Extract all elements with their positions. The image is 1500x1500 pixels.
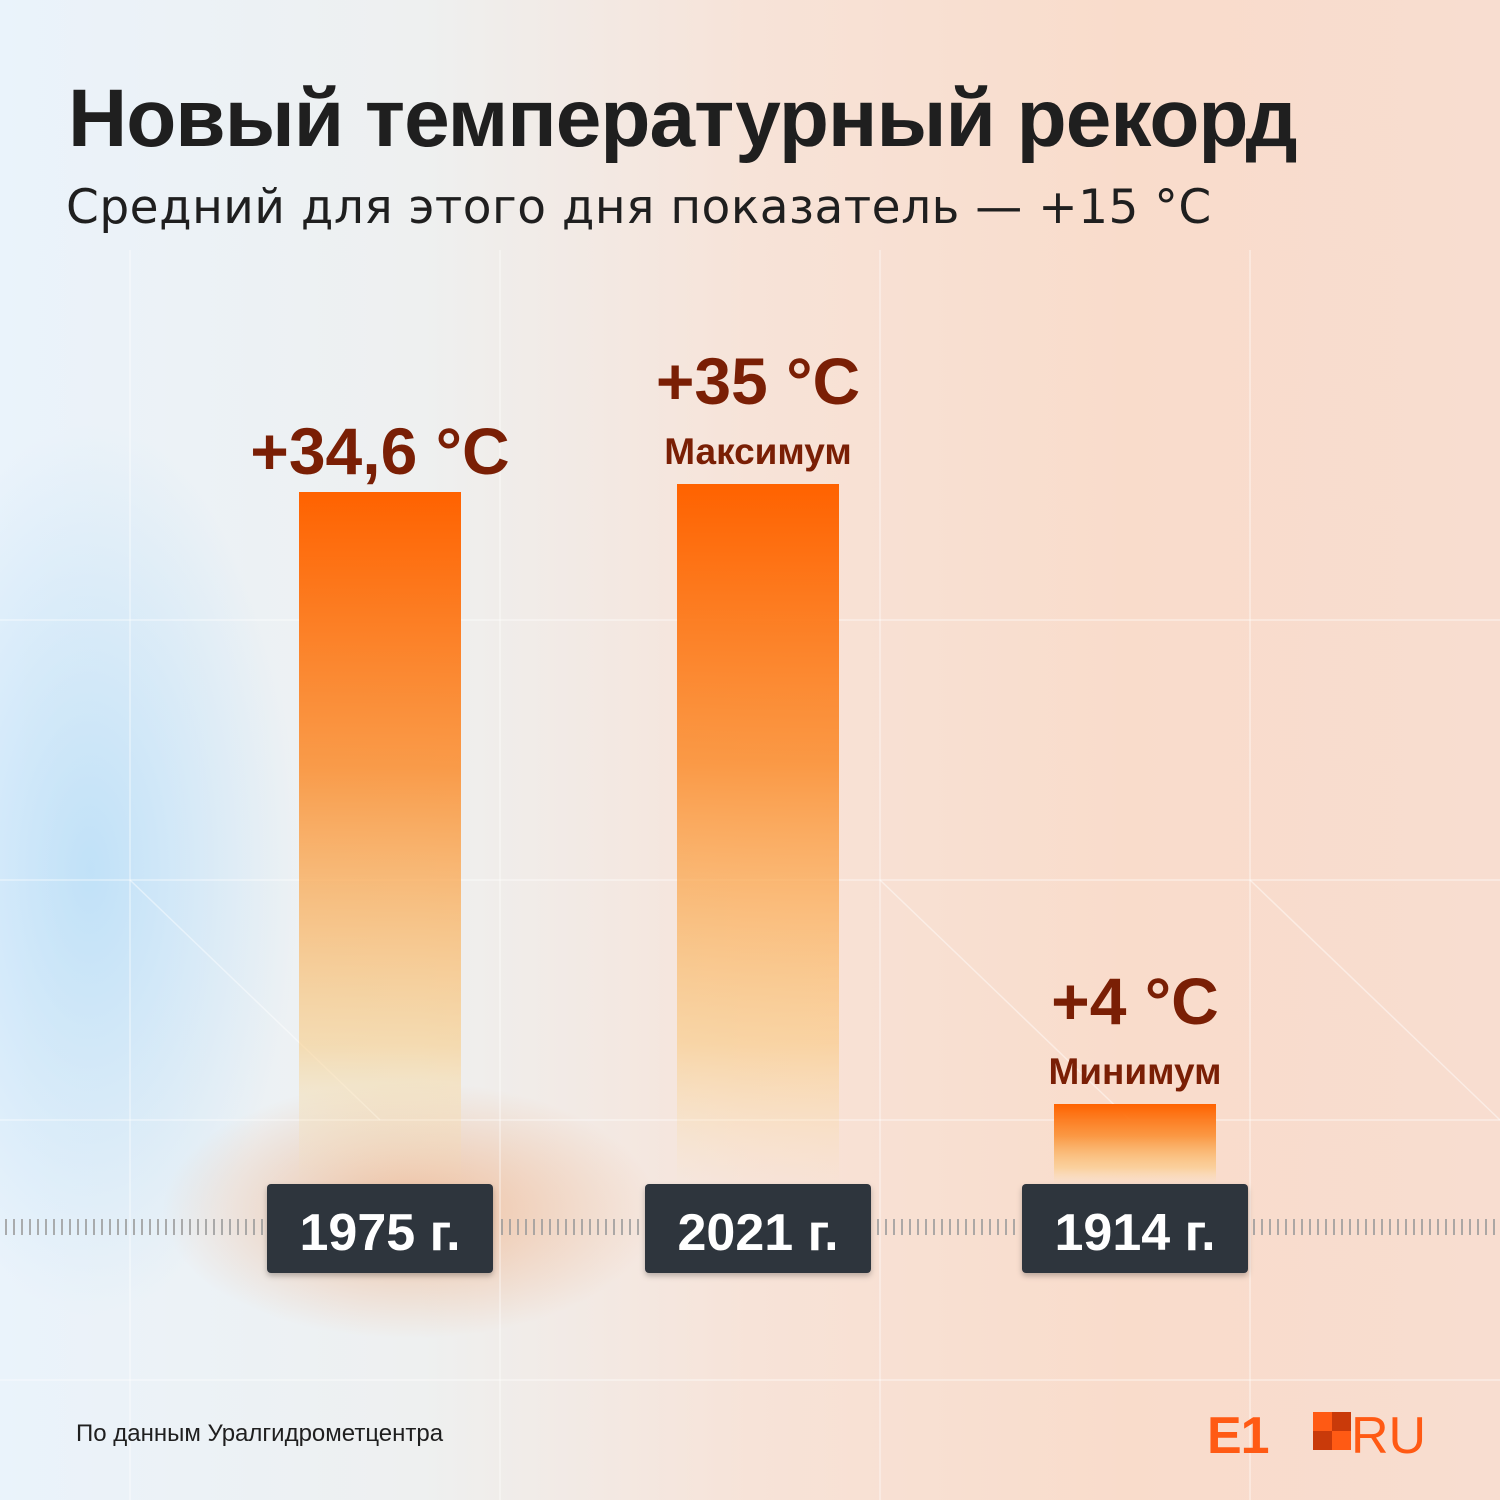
logo-text-ru: RU (1351, 1407, 1427, 1465)
value-label: +34,6 °C (250, 414, 509, 488)
bar (299, 492, 461, 1184)
year-label: 1914 г. (1054, 1204, 1215, 1262)
axis-ticks (5, 1219, 1495, 1235)
year-box (267, 1184, 493, 1273)
chart-subtitle: Средний для этого дня показатель — +15 °… (66, 180, 1212, 235)
data-source: По данным Уралгидрометцентра (76, 1420, 444, 1447)
year-box (1022, 1184, 1248, 1273)
annotation-label: Максимум (664, 431, 852, 472)
value-label: +35 °C (656, 344, 860, 418)
logo-text-e1: E1 (1207, 1407, 1270, 1465)
year-label: 1975 г. (299, 1204, 460, 1262)
value-label: +4 °C (1051, 964, 1219, 1038)
logo-square (1313, 1412, 1332, 1431)
year-box (645, 1184, 871, 1273)
logo-square (1332, 1431, 1351, 1450)
bar (1054, 1104, 1216, 1184)
annotation-label: Минимум (1048, 1051, 1221, 1092)
logo-square (1332, 1412, 1351, 1431)
chart-title: Новый температурный рекорд (68, 73, 1298, 164)
bar (677, 484, 839, 1184)
year-label: 2021 г. (677, 1204, 838, 1262)
logo-square (1313, 1431, 1332, 1450)
